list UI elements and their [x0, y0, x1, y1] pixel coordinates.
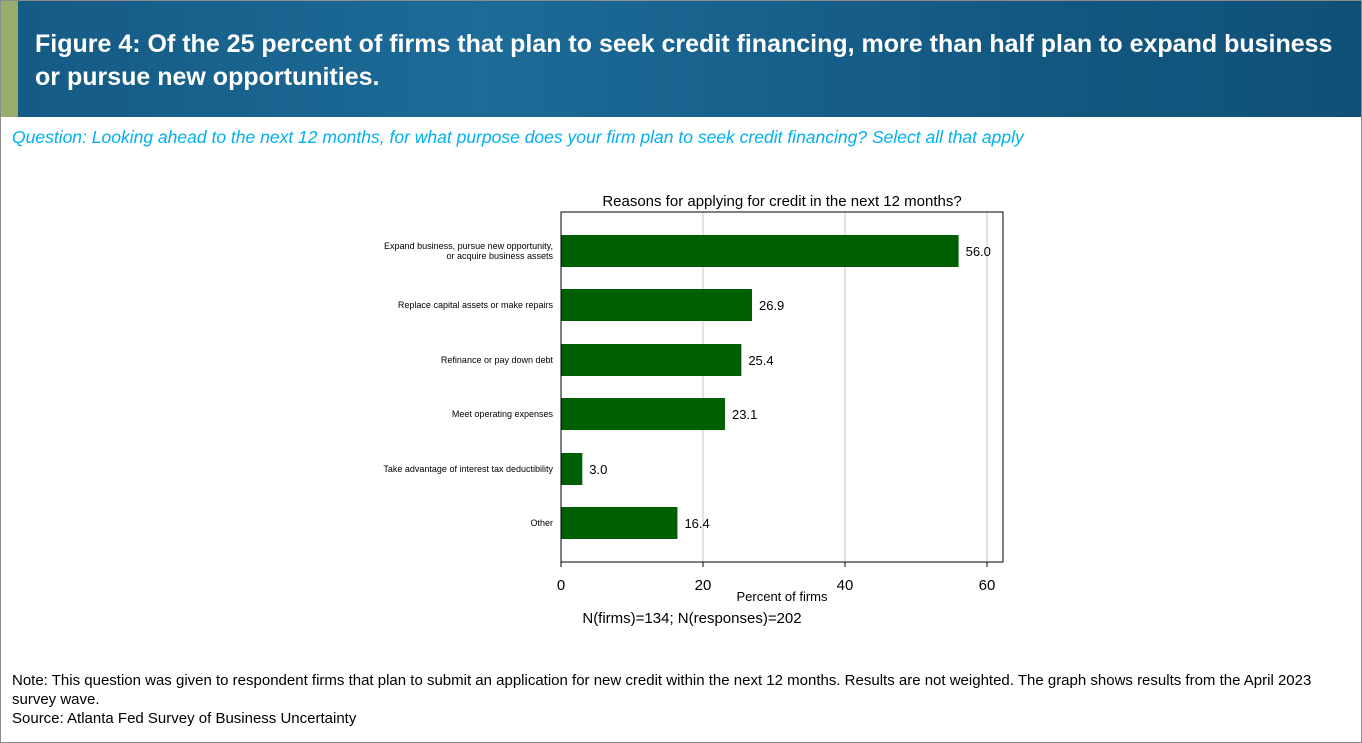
x-tick-label: 40 — [837, 577, 854, 594]
header-banner: Figure 4: Of the 25 percent of firms tha… — [1, 1, 1361, 117]
category-label: Take advantage of interest tax deductibi… — [383, 464, 553, 474]
note-text: Note: This question was given to respond… — [12, 672, 1312, 708]
x-axis-label: Percent of firms — [736, 589, 828, 604]
category-label: Refinance or pay down debt — [441, 355, 554, 365]
survey-question: Question: Looking ahead to the next 12 m… — [12, 127, 1024, 147]
bar-value-label: 56.0 — [966, 244, 991, 259]
bar-value-label: 25.4 — [748, 353, 773, 368]
category-label: Expand business, pursue new opportunity,… — [384, 241, 553, 261]
category-label: Other — [530, 518, 553, 528]
bar-value-label: 26.9 — [759, 298, 784, 313]
source-text: Source: Atlanta Fed Survey of Business U… — [12, 710, 357, 727]
bar-value-label: 16.4 — [684, 516, 709, 531]
chart-title: Reasons for applying for credit in the n… — [602, 193, 961, 210]
bar — [561, 289, 752, 321]
category-label: Meet operating expenses — [452, 409, 554, 419]
x-tick-label: 60 — [979, 577, 996, 594]
footnote: Note: This question was given to respond… — [12, 671, 1352, 728]
bar — [561, 507, 678, 539]
plot-frame — [560, 211, 1004, 563]
bar — [561, 235, 959, 267]
x-tick-label: 20 — [695, 577, 712, 594]
category-label: Replace capital assets or make repairs — [398, 300, 554, 310]
figure-title: Figure 4: Of the 25 percent of firms tha… — [35, 30, 1333, 91]
accent-strip — [1, 1, 18, 117]
bar-value-label: 23.1 — [732, 407, 757, 422]
bar — [561, 398, 726, 430]
x-tick-label: 0 — [557, 577, 565, 594]
bar — [561, 453, 583, 485]
sample-size-note: N(firms)=134; N(responses)=202 — [582, 610, 801, 627]
bar — [561, 344, 742, 376]
bar-value-label: 3.0 — [589, 462, 607, 477]
